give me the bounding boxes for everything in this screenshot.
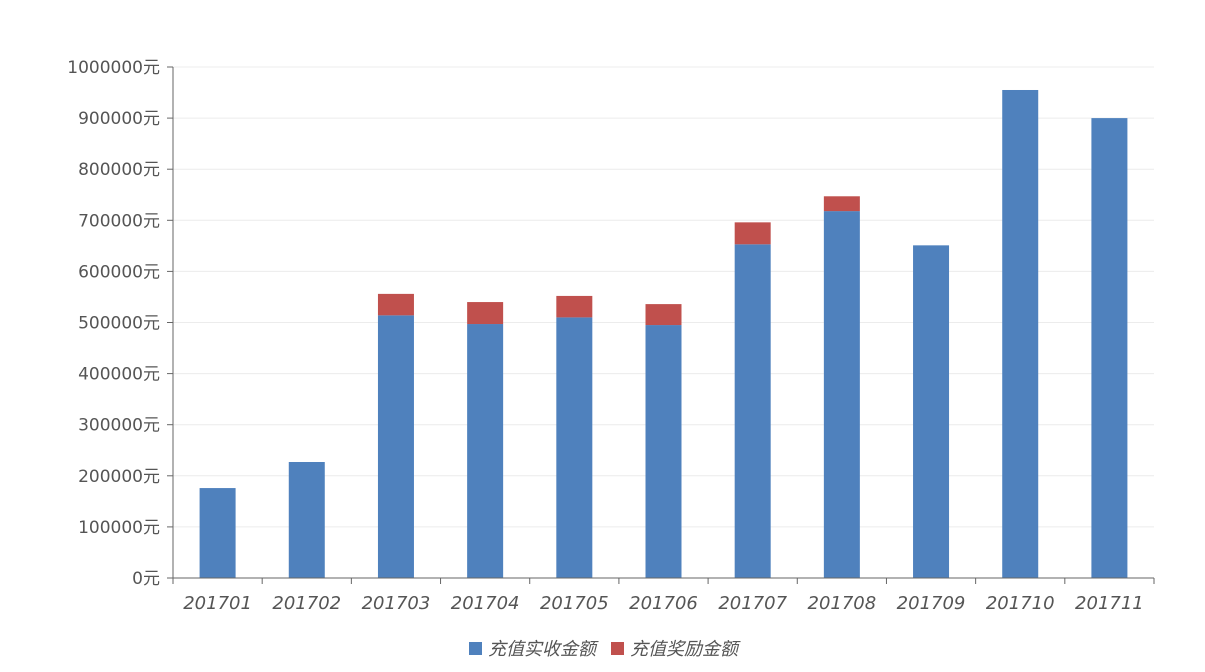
bar-segment-actual xyxy=(377,315,414,578)
y-tick-label: 400000元 xyxy=(78,365,160,385)
y-tick-label: 500000元 xyxy=(78,314,160,334)
x-tick-label: 201702 xyxy=(272,593,341,614)
y-tick-label: 700000元 xyxy=(78,211,160,231)
legend-swatch xyxy=(611,642,624,655)
x-tick-label: 201705 xyxy=(540,593,609,614)
x-tick-label: 201707 xyxy=(718,593,787,614)
legend-swatch xyxy=(469,642,482,655)
y-tick-label: 600000元 xyxy=(78,262,160,282)
bar-segment-actual xyxy=(913,245,950,579)
x-tick-label: 201710 xyxy=(986,593,1055,614)
y-tick-label: 1000000元 xyxy=(67,58,160,78)
bar-segment-bonus xyxy=(467,302,504,325)
bar-segment-bonus xyxy=(823,196,860,212)
bar-segment-bonus xyxy=(556,295,593,318)
x-tick-label: 201709 xyxy=(897,593,966,614)
x-tick-label: 201704 xyxy=(451,593,520,614)
y-tick-label: 200000元 xyxy=(78,467,160,487)
x-tick-label: 201701 xyxy=(183,593,252,614)
legend-label: 充值实收金额 xyxy=(488,639,599,660)
bar-segment-actual xyxy=(823,211,860,579)
bar-segment-actual xyxy=(467,324,504,578)
bars xyxy=(199,89,1128,579)
bar-segment-bonus xyxy=(734,222,771,245)
bar-segment-bonus xyxy=(377,293,414,316)
x-tick-label: 201708 xyxy=(808,593,877,614)
legend: 充值实收金额 充值奖励金额 xyxy=(469,639,741,660)
y-tick-label: 800000元 xyxy=(78,160,160,180)
legend-label: 充值奖励金额 xyxy=(630,639,741,660)
x-tick-label: 201703 xyxy=(362,593,431,614)
bar-segment-actual xyxy=(645,325,682,578)
bar-segment-actual xyxy=(1091,118,1128,578)
bar-segment-actual xyxy=(734,244,771,578)
y-tick-label: 900000元 xyxy=(78,109,160,129)
y-tick-label: 100000元 xyxy=(78,518,160,538)
x-tick-label: 201711 xyxy=(1075,593,1144,614)
bar-segment-actual xyxy=(288,462,325,578)
bar-segment-actual xyxy=(199,488,236,578)
axes: 0元 100000元 200000元 300000元 400000元 500000元 600… xyxy=(67,58,1155,614)
y-tick-label: 300000元 xyxy=(78,416,160,436)
bar-segment-actual xyxy=(556,317,593,578)
bar-segment-bonus xyxy=(645,304,682,326)
bar-segment-actual xyxy=(1002,89,1039,579)
x-tick-label: 201706 xyxy=(629,593,698,614)
y-tick-label: 0元 xyxy=(132,569,160,589)
